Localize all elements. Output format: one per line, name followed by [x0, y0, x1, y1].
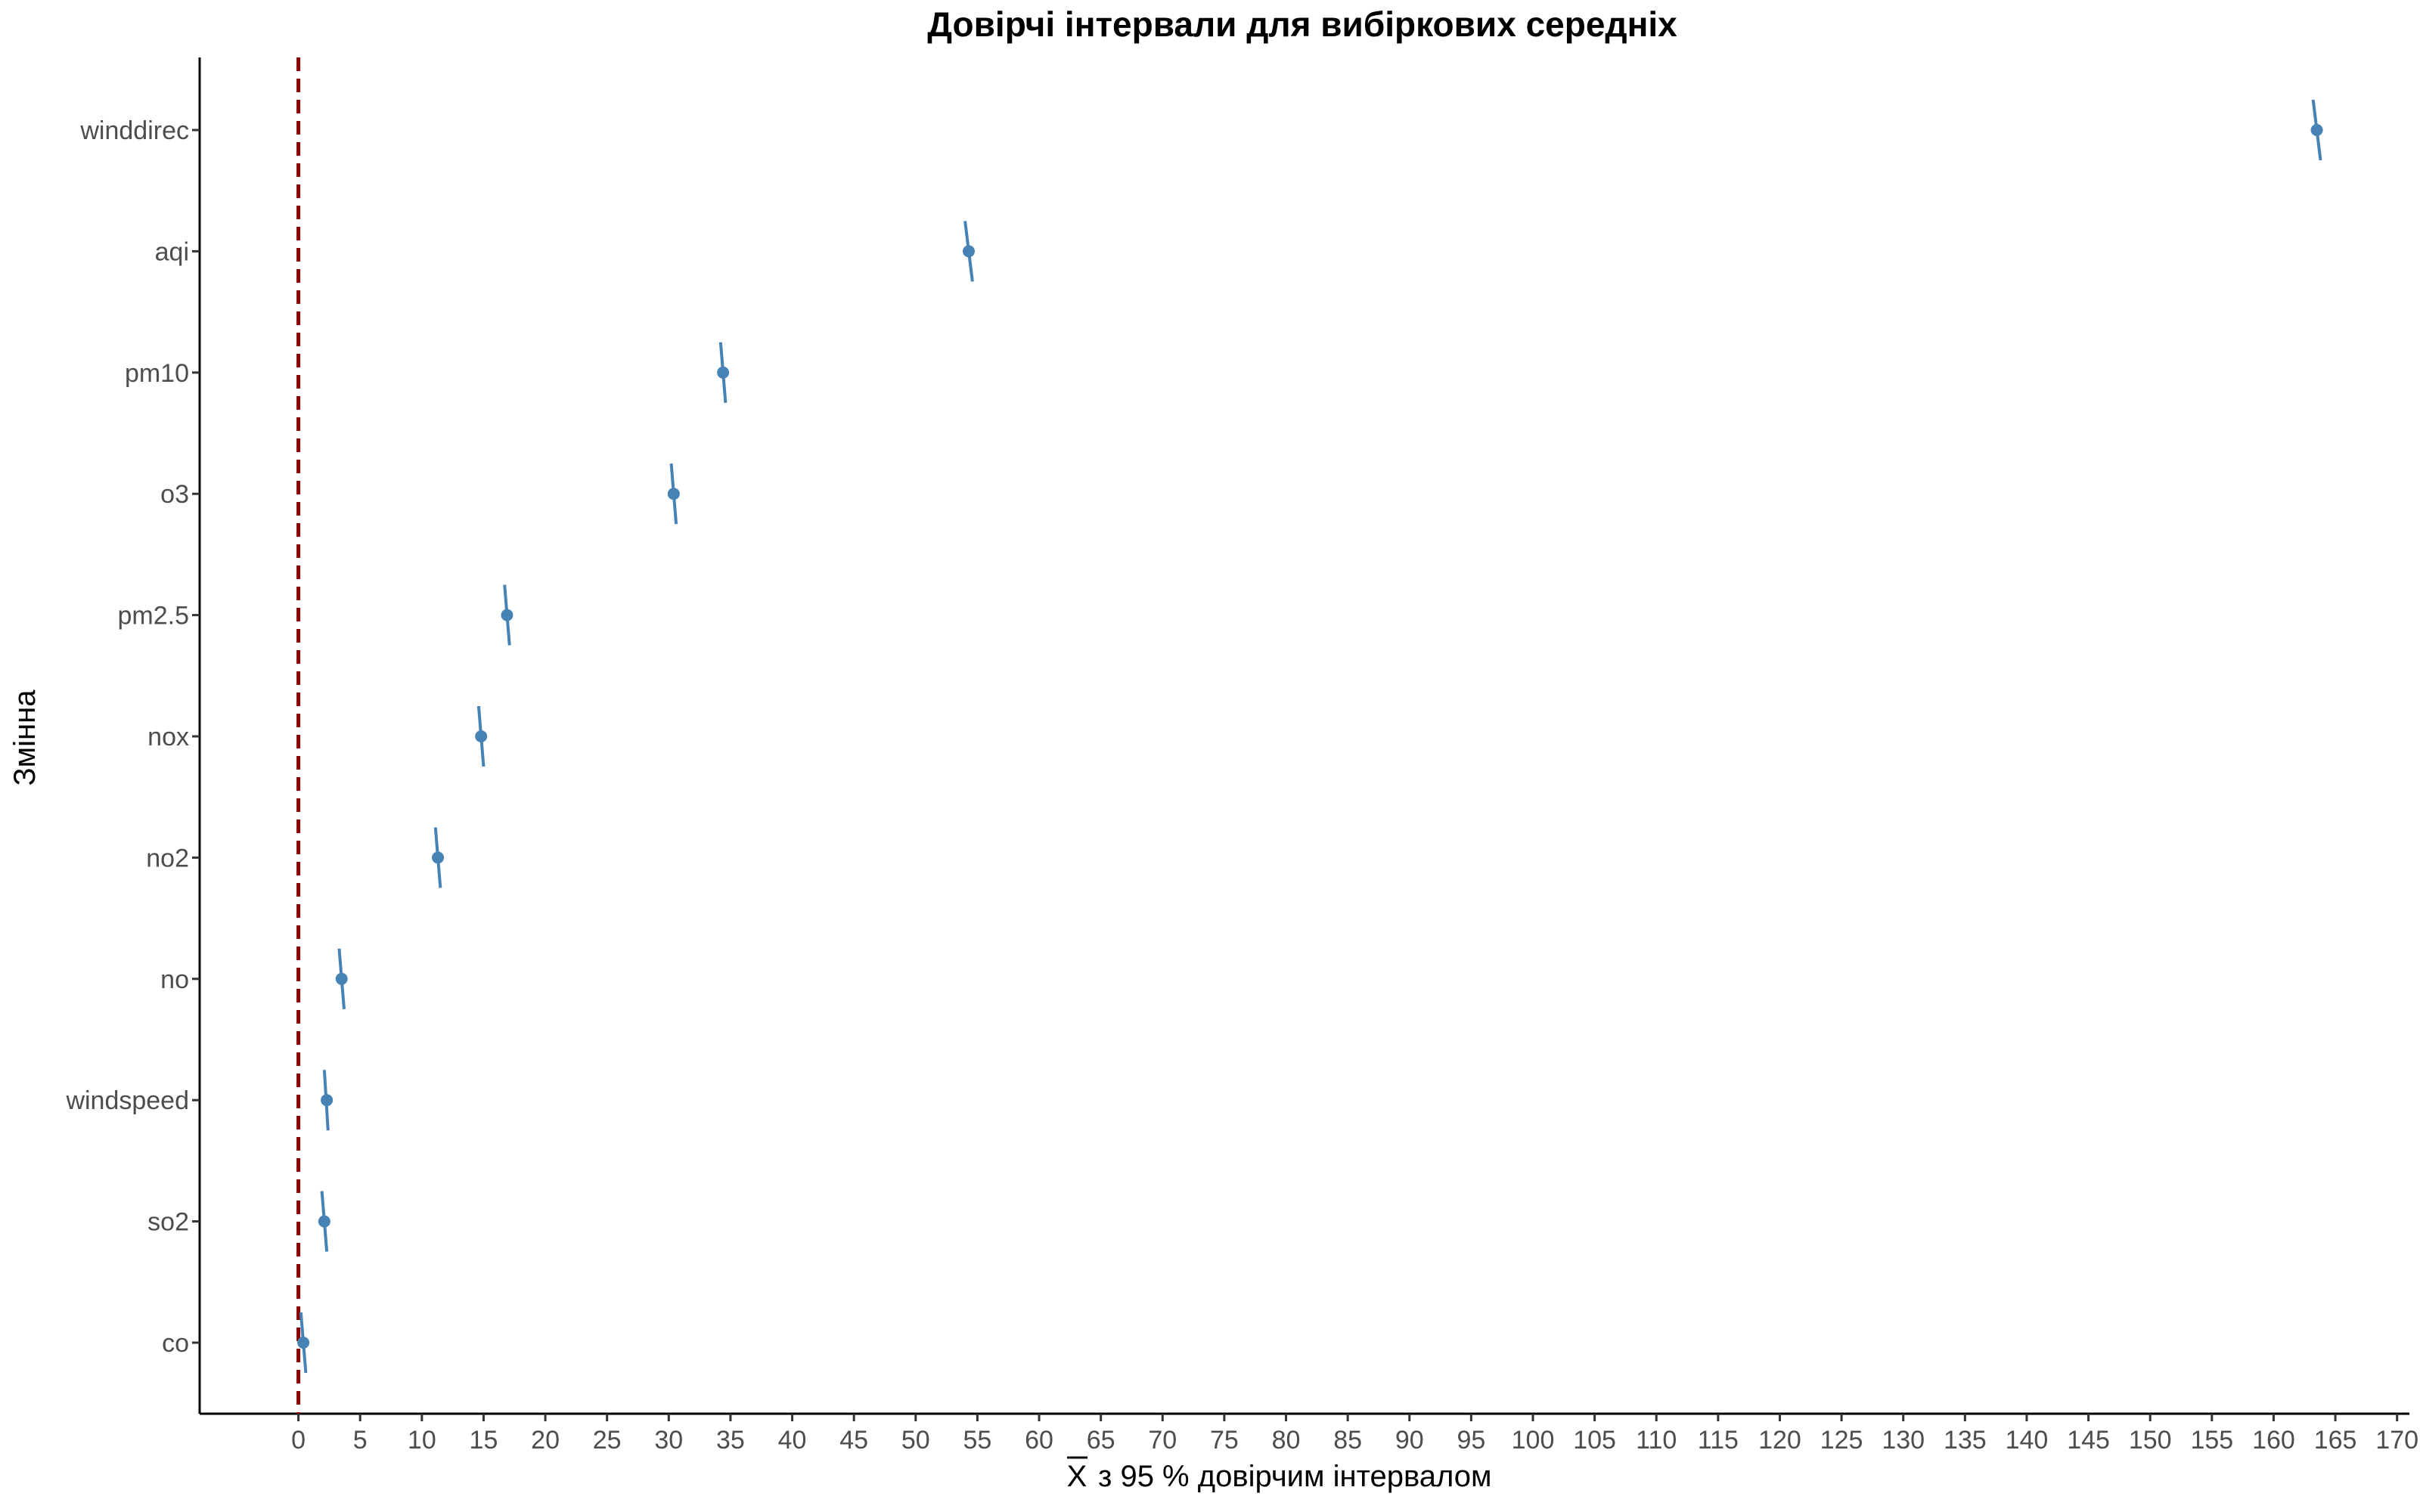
mean-point [297, 1337, 310, 1349]
x-tick-label: 15 [470, 1426, 498, 1455]
x-tick-label: 50 [901, 1426, 930, 1455]
mean-point [2310, 124, 2323, 136]
x-tick-label: 70 [1148, 1426, 1177, 1455]
mean-point [335, 972, 348, 985]
y-tick-label: pm2.5 [118, 602, 190, 631]
mean-point [962, 245, 975, 258]
x-tick-label: 125 [1820, 1426, 1863, 1455]
y-tick-label: no2 [146, 844, 189, 872]
x-tick-label: 90 [1395, 1426, 1424, 1455]
x-tick-label: 115 [1698, 1426, 1739, 1455]
y-tick-label: o3 [160, 480, 189, 509]
x-tick-label: 140 [2006, 1426, 2049, 1455]
data-marks [297, 99, 2323, 1374]
mean-point [432, 851, 445, 864]
x-tick-label: 20 [531, 1426, 560, 1455]
x-tick-label: 105 [1573, 1426, 1616, 1455]
x-tick-label: 110 [1636, 1426, 1677, 1455]
x-tick-label: 40 [778, 1426, 807, 1455]
x-tick-label: 100 [1512, 1426, 1555, 1455]
x-tick-label: 0 [291, 1426, 306, 1455]
x-tick-label: 120 [1758, 1426, 1801, 1455]
x-tick-label: 155 [2190, 1426, 2233, 1455]
y-axis-title: Змінна [8, 689, 42, 786]
x-tick-label: 130 [1882, 1426, 1925, 1455]
x-tick-label: 165 [2314, 1426, 2357, 1455]
x-tick-label: 10 [408, 1426, 436, 1455]
x-tick-label: 170 [2375, 1426, 2418, 1455]
mean-point [318, 1215, 330, 1228]
y-tick-label: windspeed [65, 1086, 189, 1115]
mean-point [717, 366, 730, 379]
x-tick-label: 55 [963, 1426, 991, 1455]
mean-point [321, 1094, 334, 1107]
x-tick-label: 25 [593, 1426, 622, 1455]
x-tick-label: 135 [1944, 1426, 1987, 1455]
x-tick-label: 60 [1025, 1426, 1053, 1455]
y-tick-label: winddirec [79, 116, 189, 145]
x-tick-label: 145 [2067, 1426, 2110, 1455]
y-tick-label: co [162, 1329, 189, 1358]
x-tick-label: 5 [353, 1426, 368, 1455]
x-tick-label: 85 [1333, 1426, 1362, 1455]
x-tick-label: 35 [716, 1426, 745, 1455]
x-tick-label: 150 [2129, 1426, 2172, 1455]
y-tick-label: so2 [147, 1208, 189, 1237]
x-axis-title-symbol: X [1067, 1460, 1087, 1493]
mean-point [667, 488, 680, 500]
y-tick-label: nox [147, 723, 189, 751]
y-axis: winddirec aqi pm10 o3 pm2.5 nox no2 no windspeed… [65, 57, 201, 1414]
x-tick-label: 75 [1210, 1426, 1239, 1455]
x-axis-title: X з 95 % довірчим інтервалом [1067, 1456, 1492, 1493]
x-tick-label: 45 [839, 1426, 868, 1455]
x-axis-title-text: з 95 % довірчим інтервалом [1098, 1460, 1492, 1493]
x-tick-label: 65 [1087, 1426, 1115, 1455]
x-tick-label: 95 [1457, 1426, 1485, 1455]
x-tick-label: 30 [654, 1426, 683, 1455]
y-tick-label: aqi [155, 237, 189, 266]
y-tick-label: pm10 [125, 359, 189, 388]
x-tick-label: 80 [1272, 1426, 1301, 1455]
x-tick-label: 160 [2252, 1426, 2295, 1455]
mean-point [501, 609, 513, 621]
mean-point [475, 730, 488, 742]
y-tick-label: no [160, 965, 189, 994]
chart-title: Довірчі інтервали для вибіркових середні… [927, 5, 1677, 44]
x-axis: 0 5 10 15 20 25 30 35 40 45 50 55 60 65 70 75 80 85 90 95 10… [200, 1412, 2418, 1455]
